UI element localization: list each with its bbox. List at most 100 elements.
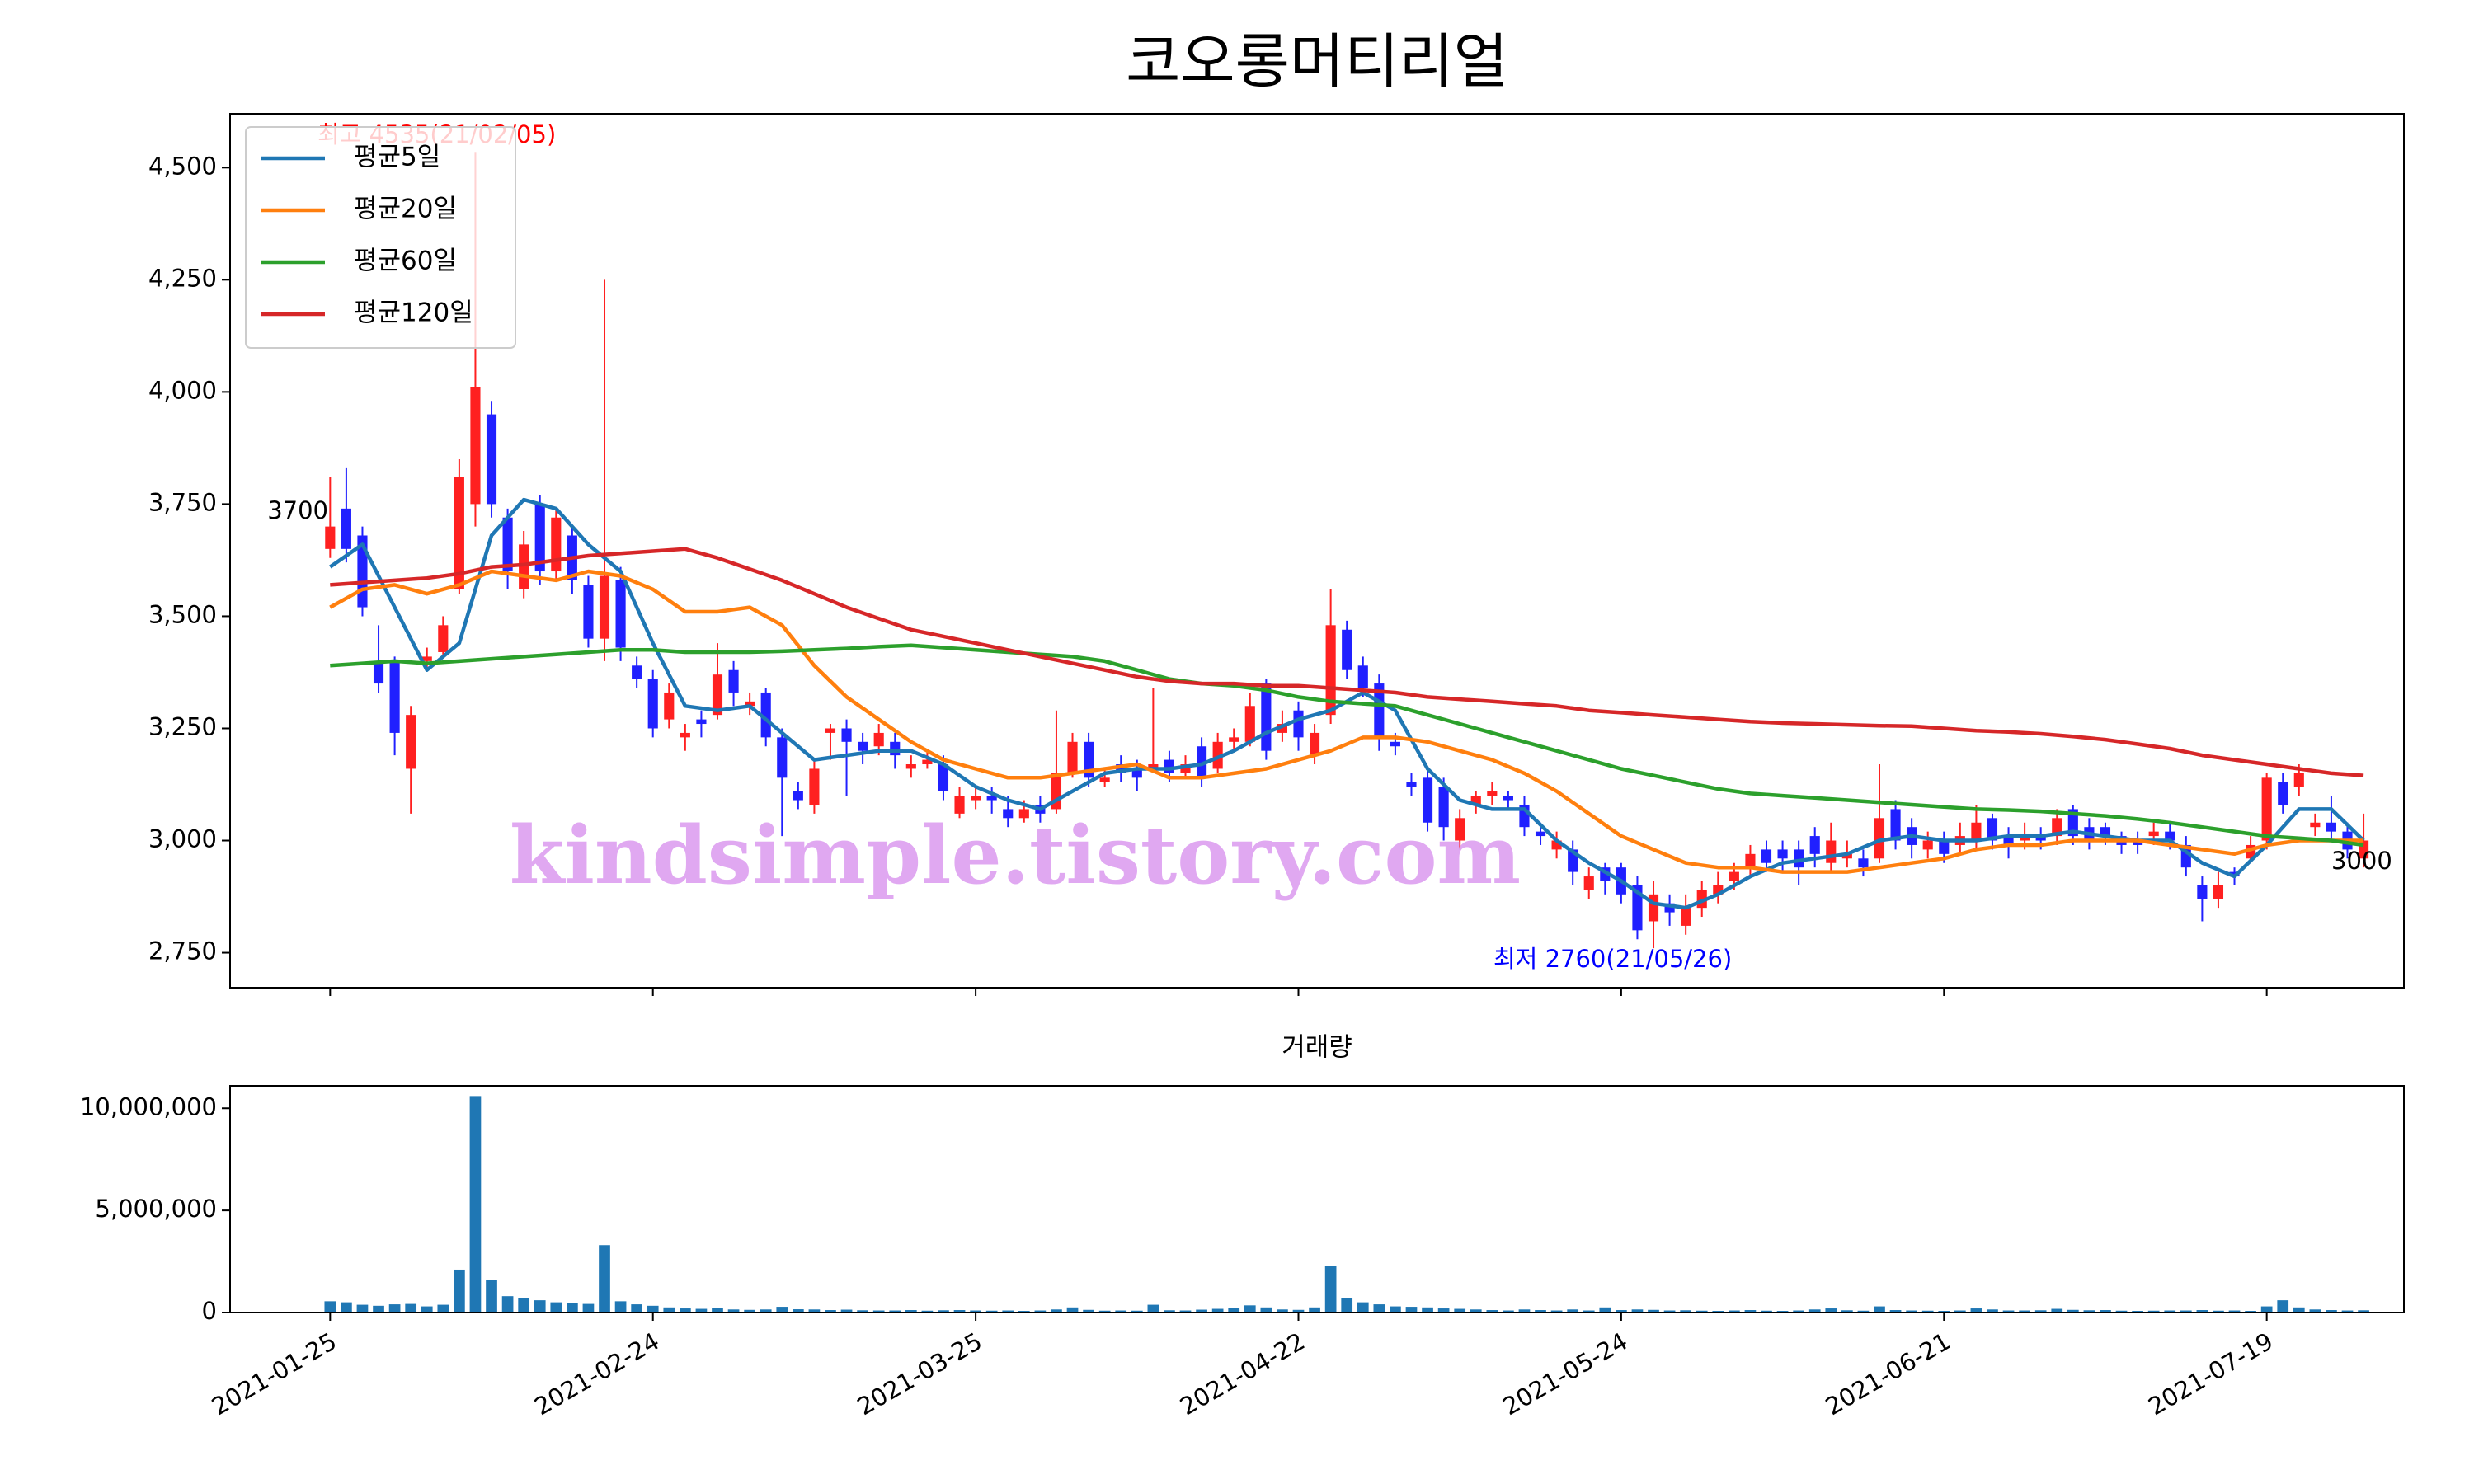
moving-average-line — [330, 643, 2364, 848]
candle-body — [551, 517, 562, 572]
volume-bar — [1857, 1310, 1870, 1313]
volume-bar — [341, 1302, 352, 1313]
annotation: 최저 2760(21/05/26) — [1493, 945, 1732, 973]
volume-bar — [1051, 1309, 1062, 1313]
legend-label: 평균120일 — [354, 298, 473, 328]
candle-body — [1890, 809, 1901, 841]
volume-bar — [938, 1310, 949, 1313]
candle-body — [2020, 836, 2030, 841]
volume-bar — [437, 1304, 449, 1313]
candle-body — [438, 625, 449, 652]
y-tick-label: 3,250 — [148, 712, 217, 740]
volume-bar — [1680, 1310, 1692, 1313]
volume-bar — [2309, 1309, 2321, 1313]
candle-body — [1713, 885, 1724, 895]
volume-bar — [567, 1303, 578, 1313]
candle-body — [1583, 876, 1594, 890]
volume-bar — [2115, 1310, 2128, 1313]
candle-body — [1099, 777, 1110, 782]
candle-body — [519, 544, 529, 589]
candle-body — [2165, 831, 2175, 841]
volume-bar — [2002, 1310, 2015, 1313]
volume-bar — [486, 1280, 497, 1313]
volume-bar — [2341, 1310, 2354, 1313]
volume-bar — [2326, 1310, 2337, 1313]
candle-body — [406, 715, 416, 769]
volume-bar — [1179, 1310, 1192, 1313]
candle-body — [1681, 908, 1691, 926]
volume-bar — [727, 1309, 740, 1313]
candle-body — [1244, 706, 1255, 742]
volume-bar — [1422, 1307, 1433, 1313]
candle-body — [2067, 809, 2078, 837]
candle-body — [1971, 822, 1982, 841]
volume-bar — [1131, 1310, 1143, 1313]
volume-bar — [872, 1310, 885, 1313]
candle-body — [502, 517, 513, 572]
volume-bar — [1309, 1307, 1320, 1313]
candle-body — [745, 701, 755, 707]
candle-body — [2310, 822, 2321, 828]
volume-bar — [2196, 1310, 2208, 1313]
candle-body — [1325, 625, 1336, 716]
volume-bar — [501, 1296, 514, 1313]
axes-frame — [229, 1085, 2405, 1313]
candle-body — [2213, 885, 2224, 899]
volume-bar — [469, 1096, 482, 1313]
volume-bar — [1390, 1306, 1401, 1313]
y-tick-label: 4,500 — [148, 152, 217, 180]
y-tick-label: 10,000,000 — [80, 1092, 217, 1120]
candle-body — [938, 764, 949, 791]
volume-bar — [1277, 1309, 1288, 1313]
y-tick-label: 0 — [202, 1297, 217, 1325]
candle-body — [1503, 796, 1513, 801]
volume-bar — [1970, 1308, 1982, 1313]
volume-bar — [1196, 1309, 1207, 1313]
y-tick-label: 4,250 — [148, 264, 217, 292]
volume-bar — [2358, 1310, 2369, 1313]
volume-bar — [712, 1308, 723, 1313]
candle-body — [1858, 858, 1869, 868]
volume-bar — [1164, 1310, 1175, 1313]
volume-bar — [825, 1310, 836, 1313]
volume-bar — [2147, 1310, 2160, 1313]
candle-body — [1745, 853, 1756, 868]
candle-body — [1261, 683, 1272, 751]
candle-body — [1729, 871, 1739, 881]
volume-bar — [1437, 1308, 1450, 1313]
volume-bar — [2228, 1310, 2241, 1313]
volume-bar — [1906, 1310, 1917, 1313]
volume-bar — [1954, 1310, 1966, 1313]
volume-bar — [1115, 1310, 1127, 1313]
candle-body — [696, 719, 707, 725]
volume-bar — [534, 1300, 546, 1313]
candle-body — [954, 796, 965, 814]
volume-bar — [2019, 1310, 2030, 1313]
candle-body — [1390, 741, 1400, 747]
volume-bar — [1583, 1310, 1595, 1313]
candle-body — [1197, 746, 1207, 778]
candle-body — [1939, 840, 1950, 854]
candle-body — [1422, 777, 1433, 823]
volume-bar — [1486, 1310, 1498, 1313]
candle-body — [986, 796, 997, 801]
candle-body — [1632, 885, 1643, 931]
axes-frame — [229, 113, 2405, 989]
chart-title: 코오롱머티리얼 — [1126, 27, 1508, 96]
volume-bar — [2100, 1310, 2111, 1313]
candle-body — [2261, 777, 2272, 841]
legend-box — [245, 126, 516, 349]
volume-bar — [840, 1309, 853, 1313]
volume-bar — [1324, 1266, 1337, 1313]
candle-body — [2197, 885, 2208, 899]
volume-bar — [1098, 1310, 1111, 1313]
volume-bar — [647, 1305, 659, 1313]
candle-body — [1777, 849, 1788, 859]
volume-bar — [1034, 1310, 1047, 1313]
candle-body — [325, 526, 336, 549]
volume-bar — [356, 1304, 369, 1313]
volume-bar — [1663, 1310, 1676, 1313]
volume-bar — [1341, 1298, 1353, 1313]
volume-bar — [1696, 1310, 1708, 1313]
